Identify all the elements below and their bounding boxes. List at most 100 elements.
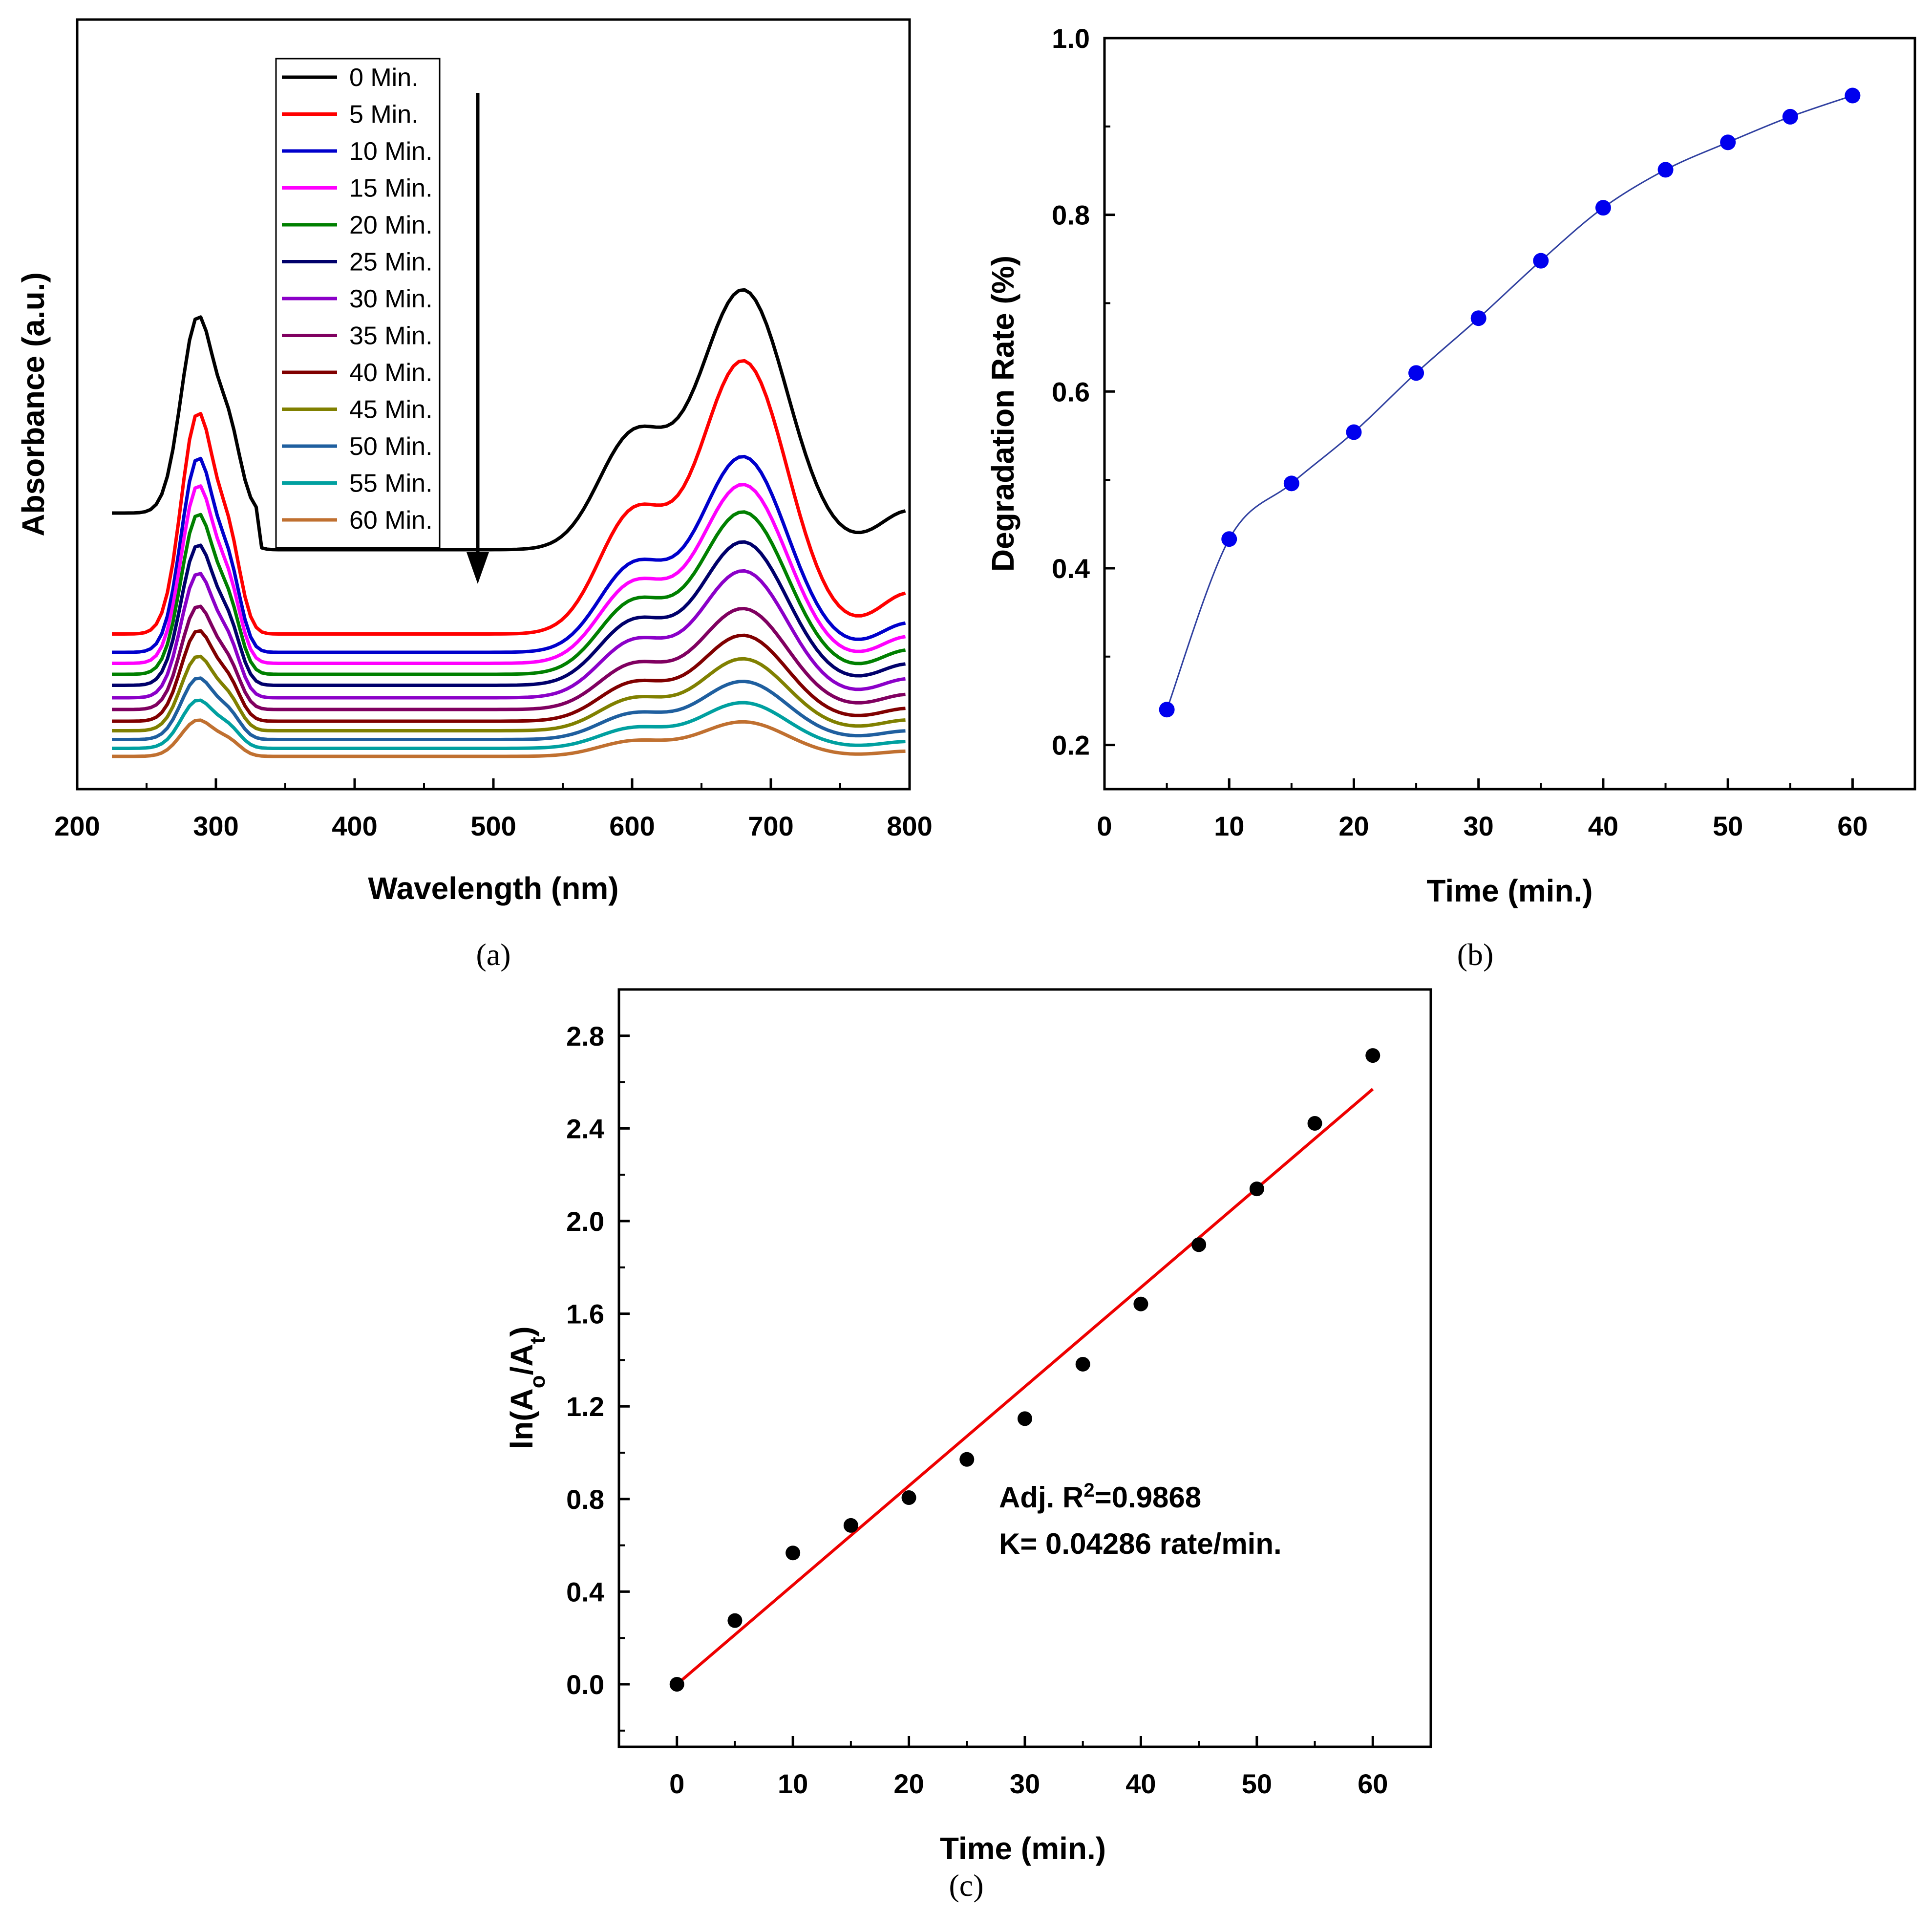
y-tick-label-c: 0.8: [566, 1484, 604, 1515]
curve-10min: [112, 454, 906, 654]
x-tick-label-c: 20: [893, 1768, 924, 1799]
curve-50min: [112, 676, 906, 741]
curve-35min: [112, 604, 906, 711]
legend-entry: 10 Min.: [349, 137, 433, 166]
legend-entry: 20 Min.: [349, 211, 433, 239]
x-tick-label-b: 40: [1588, 811, 1618, 841]
annotation-r2-part: =0.9868: [1095, 1481, 1202, 1514]
annotation-r2-part: Adj. R: [999, 1481, 1083, 1514]
y-axis-label-part: ln(A: [504, 1388, 539, 1449]
data-point-c-35: [1075, 1356, 1090, 1372]
y-axis-label-b: Degradation Rate (%): [985, 256, 1020, 572]
data-point-b-35: [1533, 253, 1549, 269]
curve-15min: [112, 483, 906, 665]
x-tick-label-a: 500: [470, 811, 516, 841]
y-axis-label-part: t: [526, 1336, 550, 1344]
curve-20min: [112, 510, 906, 676]
curve-55min: [112, 698, 906, 750]
y-tick-label-c: 1.2: [566, 1391, 604, 1422]
x-tick-label-a: 600: [609, 811, 655, 841]
curve-45min: [112, 654, 906, 732]
fit-line-c: [676, 1088, 1374, 1686]
x-tick-label-a: 400: [332, 811, 377, 841]
legend-entry: 50 Min.: [349, 432, 433, 461]
plot-frame-c: [617, 988, 1432, 1748]
y-axis-label-part: ): [504, 1326, 539, 1336]
panel-c: 0 10 20 30 40 50 60 0.0 0.4 0.8 1.2 1.6 2.0 2.4 2.8 Tim…: [504, 988, 1432, 1903]
panel-b: 0 10 20 30 40 50 60 0.2 0.4 0.6 0.8 1.0 Time (min.) D…: [985, 23, 1916, 972]
x-tick-label-b: 20: [1338, 811, 1369, 841]
x-tick-label-b: 0: [1097, 811, 1112, 841]
y-tick-label-b: 1.0: [1052, 23, 1090, 54]
legend-entry: 5 Min.: [349, 101, 419, 129]
data-point-c-10: [786, 1546, 801, 1561]
data-point-c-25: [959, 1452, 975, 1467]
data-point-b-45: [1657, 162, 1674, 178]
legend-entry: 60 Min.: [349, 506, 433, 535]
data-point-b-60: [1845, 87, 1861, 104]
annotation-r2: Adj. R2=0.9868: [999, 1480, 1201, 1514]
data-point-b-15: [1283, 475, 1299, 492]
curve-60min: [112, 718, 906, 758]
x-tick-label-c: 50: [1242, 1768, 1272, 1799]
panel-label-b: (b): [1457, 937, 1494, 972]
curve-30min: [112, 569, 906, 700]
y-tick-label-c: 1.6: [566, 1299, 604, 1330]
y-tick-label-c: 2.0: [566, 1206, 604, 1237]
curve-5min: [112, 359, 906, 636]
x-tick-label-b: 50: [1713, 811, 1743, 841]
y-tick-label-b: 0.2: [1052, 730, 1090, 761]
y-tick-label-b: 0.4: [1052, 553, 1090, 584]
data-point-c-15: [843, 1518, 858, 1533]
annotation-k: K= 0.04286 rate/min.: [999, 1527, 1282, 1560]
data-point-c-30: [1018, 1411, 1032, 1426]
y-tick-label-c: 2.8: [566, 1021, 604, 1052]
plot-frame-b: [1103, 37, 1916, 791]
x-tick-label-a: 800: [887, 811, 932, 841]
y-tick-label-c: 0.0: [566, 1669, 604, 1700]
y-axis-label-c: ln(Ao/At): [504, 1326, 550, 1449]
panel-label-c: (c): [949, 1868, 983, 1903]
legend-entry: 30 Min.: [349, 285, 433, 313]
data-point-c-20: [901, 1490, 916, 1505]
x-tick-label-c: 60: [1358, 1768, 1388, 1799]
x-tick-label-c: 10: [778, 1768, 808, 1799]
legend-entry: 25 Min.: [349, 248, 433, 277]
x-axis-label-a: Wavelength (nm): [368, 871, 618, 906]
data-point-c-45: [1191, 1237, 1207, 1252]
annotation-r2-part: 2: [1083, 1480, 1094, 1501]
data-point-c-60: [1365, 1048, 1380, 1063]
data-point-b-20: [1346, 424, 1362, 440]
x-tick-label-c: 40: [1125, 1768, 1156, 1799]
y-tick-label-b: 0.6: [1052, 376, 1090, 407]
legend-entry: 35 Min.: [349, 322, 433, 350]
y-axis-label-part: o: [526, 1375, 550, 1388]
x-axis-label-c: Time (min.): [940, 1831, 1106, 1866]
x-tick-label-c: 30: [1010, 1768, 1040, 1799]
y-axis-label-a: Absorbance (a.u.): [16, 272, 51, 537]
data-point-b-50: [1720, 134, 1736, 150]
legend-entry: 40 Min.: [349, 359, 433, 387]
legend-entry: 15 Min.: [349, 174, 433, 203]
data-point-b-25: [1408, 365, 1424, 381]
arrow-head: [467, 552, 489, 584]
data-point-b-55: [1782, 108, 1798, 125]
data-point-b-5: [1159, 702, 1175, 718]
curve-0min: [112, 288, 906, 552]
y-tick-label-b: 0.8: [1052, 200, 1090, 231]
x-tick-label-c: 0: [669, 1768, 684, 1799]
data-point-c-0: [669, 1677, 684, 1692]
panel-label-a: (a): [476, 937, 510, 972]
y-tick-label-c: 2.4: [566, 1113, 604, 1144]
x-tick-label-b: 60: [1837, 811, 1868, 841]
legend-box-a: [275, 58, 441, 549]
data-point-c-5: [727, 1613, 743, 1628]
data-point-c-40: [1133, 1296, 1148, 1311]
x-axis-label-b: Time (min.): [1426, 873, 1592, 908]
curve-40min: [112, 629, 906, 723]
x-tick-label-b: 10: [1214, 811, 1244, 841]
x-tick-label-a: 200: [54, 811, 100, 841]
data-point-c-50: [1249, 1181, 1264, 1197]
data-point-b-10: [1221, 531, 1237, 547]
